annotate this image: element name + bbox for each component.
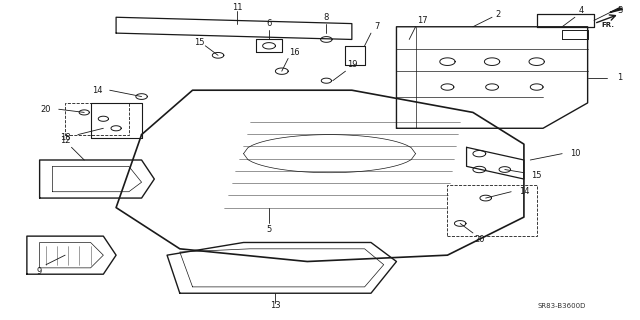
Text: SR83-B3600D: SR83-B3600D: [538, 303, 586, 309]
Text: 13: 13: [270, 301, 281, 310]
Text: 4: 4: [579, 6, 584, 15]
Text: 3: 3: [617, 6, 622, 15]
Text: 10: 10: [570, 149, 580, 158]
Text: 19: 19: [347, 60, 357, 69]
Text: 20: 20: [41, 105, 51, 114]
Text: 8: 8: [324, 13, 329, 22]
Text: 2: 2: [496, 10, 501, 19]
Text: 1: 1: [617, 73, 622, 82]
Text: 11: 11: [232, 3, 243, 12]
Text: 14: 14: [518, 187, 529, 196]
Text: 5: 5: [266, 225, 271, 234]
Text: 7: 7: [374, 22, 380, 31]
Text: FR.: FR.: [602, 22, 614, 28]
Text: 6: 6: [266, 19, 272, 28]
Text: 15: 15: [531, 172, 542, 180]
Text: 12: 12: [60, 136, 70, 146]
Polygon shape: [610, 8, 623, 12]
Text: 20: 20: [474, 235, 484, 244]
Text: 16: 16: [289, 48, 300, 57]
Text: 9: 9: [37, 267, 42, 276]
Text: 17: 17: [417, 16, 428, 25]
Text: 14: 14: [92, 86, 102, 95]
Text: 18: 18: [60, 133, 70, 142]
Text: 15: 15: [194, 38, 204, 47]
